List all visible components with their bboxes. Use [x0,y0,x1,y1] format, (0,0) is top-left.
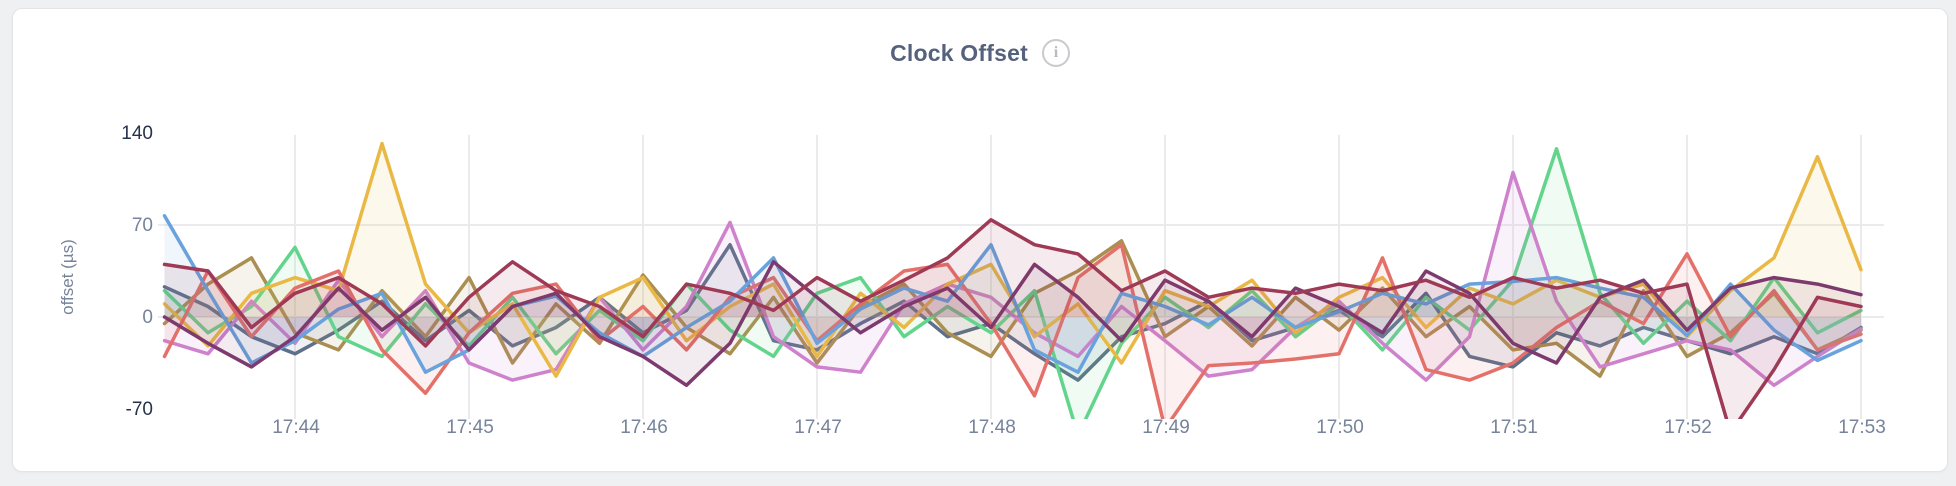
x-tick-label: 17:46 [620,417,668,438]
x-tick-label: 17:45 [446,417,494,438]
x-tick-label: 17:53 [1838,417,1886,438]
series-group [162,141,1863,419]
series-blue-area [164,215,1861,373]
series-salmon-area [164,244,1861,419]
y-tick-label: 140 [121,123,153,145]
series-maroon-area [164,219,1861,419]
chart-header: Clock Offset i [13,39,1947,67]
x-tick-label: 17:47 [794,417,842,438]
series-orchid-line [162,170,1863,388]
x-tick-label: 17:52 [1664,417,1712,438]
x-tick-label: 17:48 [968,417,1016,438]
series-plum-area [164,261,1861,386]
chart-title: Clock Offset [890,39,1028,66]
y-tick-label: 0 [142,307,153,328]
x-tick-label: 17:51 [1490,417,1538,438]
y-tick-label: -70 [125,398,153,420]
series-maroon-line [162,218,1863,419]
info-icon[interactable]: i [1041,39,1070,67]
x-tick-label: 17:49 [1142,417,1190,438]
x-tick-label: 17:44 [272,417,320,438]
x-tick-label: 17:50 [1316,417,1364,438]
y-tick-label: 70 [131,215,153,237]
series-orchid-area [164,172,1861,386]
series-green-area [164,148,1861,419]
chart-card: Clock Offset i offset (µs) 140 70 0 -70 17:… [12,8,1948,472]
